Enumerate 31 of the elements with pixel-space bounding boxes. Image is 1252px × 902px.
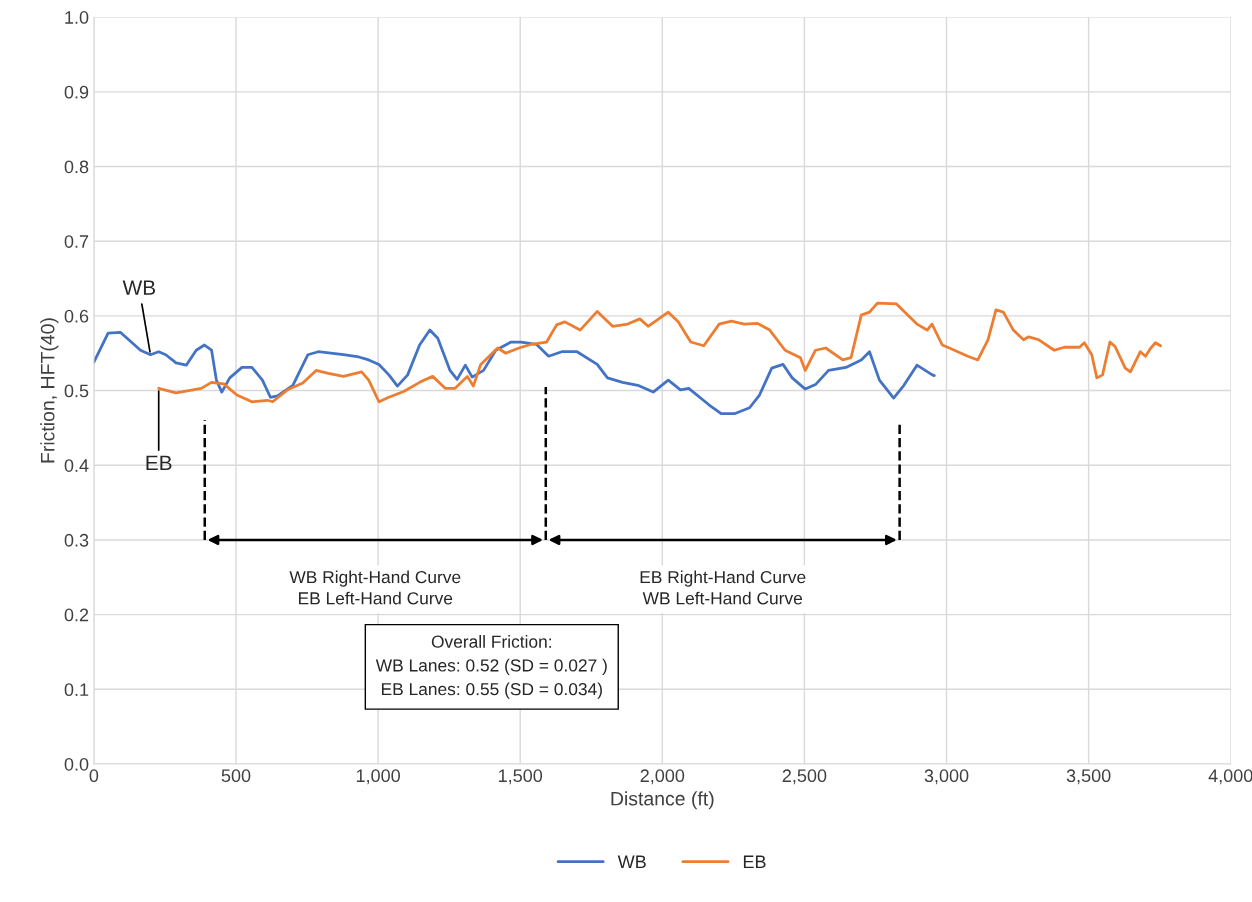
y-tick-label: 0.6 <box>64 309 89 323</box>
y-tick-label: 0.9 <box>64 85 89 99</box>
x-tick-label: 4,000 <box>1208 769 1252 785</box>
y-tick-label: 0.3 <box>64 533 89 547</box>
y-tick-label: 0.1 <box>64 683 89 697</box>
annotation: WB <box>122 280 156 295</box>
x-tick-label: 3,500 <box>1066 769 1111 785</box>
y-tick-label: 0.0 <box>64 757 89 771</box>
x-tick-label: 2,000 <box>640 769 685 785</box>
line-series <box>93 328 936 416</box>
legend-label: EB <box>743 855 766 869</box>
annotation: WB Right-Hand Curve EB Left-Hand Curve <box>289 570 461 605</box>
y-axis-title: Friction, HFT(40) <box>40 318 59 463</box>
y-tick-label: 0.8 <box>64 160 89 174</box>
y-tick-label: 1.0 <box>65 11 89 24</box>
line-series <box>157 301 1162 404</box>
y-tick-label: 0.7 <box>64 235 89 248</box>
x-tick-label: 2,500 <box>782 769 827 785</box>
y-tick-label: 0.5 <box>64 384 89 398</box>
x-tick-label: 3,000 <box>924 769 969 785</box>
y-tick-label: 0.4 <box>64 459 89 472</box>
annotation: EB Right-Hand Curve WB Left-Hand Curve <box>640 570 806 605</box>
x-tick-label: 0 <box>89 769 99 783</box>
y-tick-label: 0.2 <box>64 608 89 622</box>
x-tick-label: 1,000 <box>356 769 400 785</box>
x-axis-title: Distance (ft) <box>611 791 714 810</box>
x-tick-label: 500 <box>221 769 251 783</box>
annotation: EB <box>146 455 172 471</box>
legend-label: WB <box>617 855 646 869</box>
annotation: Overall Friction: WB Lanes: 0.52 (SD = 0.027 ) EB Lanes: 0.55 (SD = 0.034) <box>375 635 607 699</box>
x-tick-label: 1,500 <box>498 769 543 785</box>
